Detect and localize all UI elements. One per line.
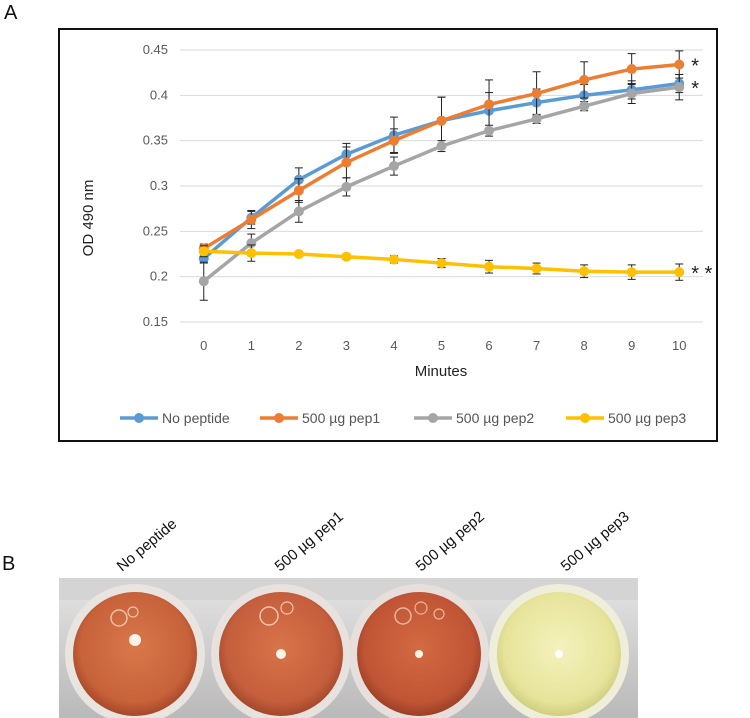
data-point: [198, 253, 209, 264]
x-tick-label: 2: [295, 338, 302, 353]
legend-item: 500 µg pep2: [414, 410, 534, 426]
significance-star: * *: [691, 263, 712, 285]
x-tick-label: 3: [343, 338, 350, 353]
panel-label-a: A: [4, 2, 18, 24]
data-point: [246, 238, 257, 249]
y-axis-title: OD 490 nm: [80, 180, 97, 257]
data-point: [293, 249, 304, 259]
data-point: [579, 101, 590, 112]
series-3: [198, 73, 685, 301]
legend-label: No peptide: [162, 410, 230, 426]
data-point: [388, 254, 399, 265]
data-point: [484, 261, 495, 272]
data-point: [246, 214, 257, 225]
plate-rim: [59, 578, 638, 600]
well-no-peptide: [65, 584, 205, 718]
legend-item: No peptide: [120, 410, 230, 426]
x-tick-label: 9: [628, 338, 635, 353]
y-tick-label: 0.3: [150, 178, 168, 193]
data-point: [674, 82, 685, 93]
legend: No peptide 500 µg pep1 500 µg pep2 500 µg p…: [120, 410, 686, 426]
y-tick-label: 0.2: [150, 269, 168, 284]
data-point: [341, 157, 352, 168]
x-tick-label: 4: [390, 338, 397, 353]
data-point: [198, 246, 209, 257]
y-tick-labels: 0.15 0.2 0.25 0.3 0.35 0.4 0.45: [143, 42, 168, 329]
x-tick-label: 8: [581, 338, 588, 353]
y-tick-label: 0.15: [143, 314, 168, 329]
well-pep3: [489, 584, 629, 718]
data-point: [579, 266, 590, 277]
x-tick-label: 0: [200, 338, 207, 353]
chart-frame: 0.15 0.2 0.25 0.3 0.35 0.4 0.45 0 1 2 3 4 5 6 7 8 9 10 *…: [58, 28, 718, 442]
well-label-no-peptide: No peptide: [114, 515, 181, 575]
significance-star: *: [691, 56, 699, 78]
x-tick-label: 5: [438, 338, 445, 353]
legend-label: 500 µg pep1: [302, 410, 380, 426]
x-tick-labels: 0 1 2 3 4 5 6 7 8 9 10: [200, 338, 686, 353]
significance-star: *: [691, 78, 699, 100]
data-point: [436, 115, 447, 126]
legend-swatch-marker: [274, 413, 284, 423]
line-chart: 0.15 0.2 0.25 0.3 0.35 0.4 0.45 0 1 2 3 4 5 6 7 8 9 10 *…: [80, 42, 713, 426]
data-point: [674, 267, 685, 278]
data-point: [626, 88, 637, 99]
data-point: [531, 113, 542, 124]
well-label-pep2: 500 µg pep2: [413, 508, 488, 575]
x-tick-label: 1: [248, 338, 255, 353]
data-point: [293, 185, 304, 196]
legend-swatch-marker: [428, 413, 438, 423]
legend-label: 500 µg pep2: [456, 410, 534, 426]
x-tick-label: 10: [672, 338, 686, 353]
well-label-pep1: 500 µg pep1: [272, 508, 347, 575]
x-tick-label: 6: [485, 338, 492, 353]
data-point: [579, 74, 590, 85]
well-pep2: [349, 584, 489, 718]
legend-swatch-marker: [580, 413, 590, 423]
data-point: [341, 251, 352, 262]
y-tick-label: 0.45: [143, 42, 168, 57]
panel-label-b: B: [2, 553, 16, 575]
data-point: [246, 248, 257, 259]
data-point: [436, 141, 447, 152]
data-point: [341, 181, 352, 192]
legend-swatch-marker: [134, 413, 144, 423]
data-point: [388, 161, 399, 172]
x-tick-label: 7: [533, 338, 540, 353]
significance-annotations: ** * *: [691, 56, 712, 286]
data-point: [531, 263, 542, 274]
well-pep1: [211, 584, 351, 718]
series-2: [198, 50, 685, 254]
legend-label: 500 µg pep3: [608, 410, 686, 426]
data-point: [198, 276, 209, 287]
y-tick-label: 0.4: [150, 87, 168, 102]
data-point: [484, 99, 495, 110]
well-plate-photo: [59, 578, 638, 718]
x-axis-title: Minutes: [415, 363, 468, 380]
data-point: [531, 88, 542, 99]
data-point: [293, 206, 304, 217]
data-point: [484, 125, 495, 136]
series-4: [198, 244, 685, 281]
data-point: [388, 135, 399, 146]
y-tick-label: 0.25: [143, 223, 168, 238]
data-point: [626, 64, 637, 75]
well-label-pep3: 500 µg pep3: [558, 508, 633, 575]
series-group: [198, 50, 685, 301]
legend-item: 500 µg pep1: [260, 410, 380, 426]
data-point: [674, 59, 685, 70]
legend-item: 500 µg pep3: [566, 410, 686, 426]
data-point: [436, 258, 447, 269]
data-point: [626, 267, 637, 278]
well-label-row: No peptide 500 µg pep1 500 µg pep2 500 µ…: [114, 508, 633, 575]
y-tick-label: 0.35: [143, 133, 168, 148]
